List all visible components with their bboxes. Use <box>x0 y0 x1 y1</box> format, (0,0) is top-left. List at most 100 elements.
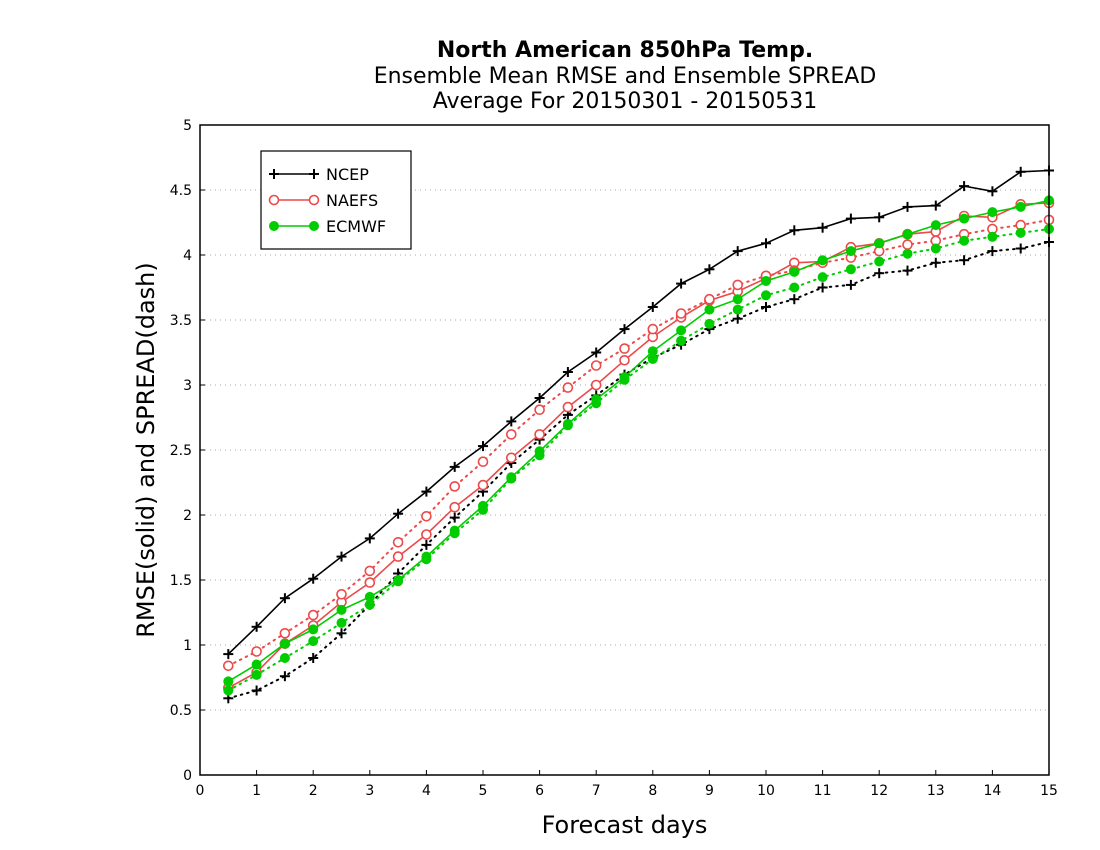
point-ncep-rmse-17 <box>704 264 715 275</box>
point-naefs-spread-12 <box>562 382 574 393</box>
point-ncep-rmse-24 <box>902 201 913 212</box>
point-ncep-rmse-22 <box>845 213 856 224</box>
series-line-naefs-rmse <box>227 202 1050 689</box>
series-ecmwf-rmse <box>223 195 1054 687</box>
point-ncep-rmse-11 <box>534 393 545 403</box>
point-ncep-rmse-21 <box>817 222 828 233</box>
point-ncep-rmse-0 <box>223 649 234 660</box>
x-tick-label-11: 11 <box>814 783 832 799</box>
point-ecmwf-spread-5 <box>364 599 375 610</box>
point-ecmwf-spread-17 <box>704 318 715 329</box>
point-ecmwf-spread-27 <box>987 231 998 242</box>
point-ecmwf-spread-12 <box>562 420 573 431</box>
series-naefs-spread <box>223 214 1055 672</box>
x-tick-label-14: 14 <box>983 783 1001 799</box>
point-ecmwf-spread-6 <box>393 576 404 587</box>
point-ncep-spread-19 <box>761 302 771 312</box>
point-ncep-rmse-10 <box>506 416 517 427</box>
point-ecmwf-spread-18 <box>732 304 743 315</box>
point-ncep-rmse-19 <box>761 238 771 249</box>
x-tick-label-7: 7 <box>592 783 601 799</box>
x-tick-label-2: 2 <box>309 783 318 799</box>
point-ecmwf-rmse-26 <box>959 213 970 224</box>
point-naefs-rmse-9 <box>477 479 489 491</box>
legend-label-ecmwf: ECMWF <box>326 217 386 236</box>
point-ecmwf-spread-21 <box>817 272 828 283</box>
point-ecmwf-rmse-25 <box>930 220 941 231</box>
point-naefs-rmse-10 <box>505 452 517 464</box>
legend: NCEP NAEFS ECMWF <box>260 150 412 250</box>
point-ecmwf-spread-26 <box>959 235 970 246</box>
point-ncep-rmse-8 <box>449 461 460 472</box>
point-naefs-spread-2 <box>279 627 291 639</box>
point-ncep-spread-26 <box>959 255 970 266</box>
series-line-naefs-spread <box>227 218 1050 667</box>
x-tick-label-8: 8 <box>648 783 657 799</box>
y-axis-label: RMSE(solid) and SPREAD(dash) <box>132 262 160 638</box>
point-ecmwf-rmse-17 <box>704 304 715 315</box>
point-ecmwf-spread-25 <box>930 243 941 254</box>
point-ncep-rmse-14 <box>619 324 630 335</box>
point-ncep-spread-22 <box>845 279 856 290</box>
point-ecmwf-rmse-16 <box>676 325 687 336</box>
point-ecmwf-spread-16 <box>676 335 687 346</box>
point-ecmwf-spread-23 <box>874 256 885 267</box>
point-ecmwf-rmse-23 <box>874 238 885 249</box>
point-ecmwf-rmse-0 <box>223 676 234 687</box>
y-tick-label-3: 1.5 <box>170 573 192 589</box>
point-ncep-rmse-6 <box>393 508 404 519</box>
point-ecmwf-rmse-27 <box>987 207 998 218</box>
point-ncep-rmse-15 <box>647 302 658 312</box>
point-ecmwf-spread-20 <box>789 282 800 293</box>
x-tick-label-15: 15 <box>1040 783 1058 799</box>
point-ecmwf-spread-24 <box>902 248 913 259</box>
point-ncep-spread-2 <box>279 671 290 682</box>
point-ecmwf-rmse-22 <box>845 246 856 257</box>
point-ecmwf-spread-10 <box>506 473 517 484</box>
point-naefs-spread-4 <box>336 588 347 600</box>
point-naefs-rmse-11 <box>534 429 545 440</box>
chart-title-line-2: Ensemble Mean RMSE and Ensemble SPREAD <box>373 64 877 89</box>
point-naefs-rmse-5 <box>364 577 376 588</box>
point-ecmwf-spread-2 <box>279 653 290 663</box>
point-ncep-rmse-12 <box>562 367 573 377</box>
point-ncep-rmse-3 <box>308 573 319 584</box>
x-tick-label-10: 10 <box>757 783 775 799</box>
point-ecmwf-rmse-3 <box>308 624 319 635</box>
series-line-ecmwf-spread <box>227 228 1050 692</box>
point-naefs-rmse-6 <box>392 551 404 562</box>
y-tick-label-4: 2 <box>183 508 192 524</box>
point-naefs-spread-14 <box>619 343 630 354</box>
x-tick-label-4: 4 <box>422 783 431 799</box>
y-tick-label-2: 1 <box>183 638 192 654</box>
point-ecmwf-rmse-24 <box>902 229 913 240</box>
point-ncep-spread-25 <box>930 257 941 268</box>
x-tick-label-9: 9 <box>705 783 714 799</box>
point-ncep-rmse-16 <box>676 278 687 289</box>
point-ecmwf-spread-11 <box>534 450 545 461</box>
legend-marker-end-naefs <box>308 194 320 206</box>
point-ncep-rmse-1 <box>251 621 262 632</box>
point-ecmwf-spread-15 <box>647 354 658 364</box>
point-ecmwf-spread-9 <box>478 504 488 515</box>
legend-marker-end-ecmwf <box>309 221 319 231</box>
point-naefs-rmse-7 <box>421 529 432 540</box>
point-naefs-spread-17 <box>704 293 715 305</box>
point-ncep-rmse-9 <box>478 441 488 452</box>
point-naefs-spread-6 <box>392 536 404 548</box>
point-naefs-spread-11 <box>534 404 545 416</box>
point-naefs-rmse-14 <box>619 354 630 366</box>
point-ecmwf-rmse-2 <box>279 638 290 649</box>
series-naefs-rmse <box>223 197 1055 694</box>
x-tick-label-0: 0 <box>196 783 205 799</box>
legend-label-ncep: NCEP <box>326 165 369 184</box>
point-naefs-spread-18 <box>732 279 744 291</box>
point-ecmwf-spread-7 <box>421 554 432 565</box>
series-ncep-spread <box>223 237 1054 704</box>
point-naefs-spread-8 <box>449 481 461 492</box>
legend-marker-start-ncep <box>269 169 279 179</box>
point-ncep-spread-18 <box>732 313 743 324</box>
point-ncep-spread-27 <box>987 246 998 257</box>
point-naefs-rmse-12 <box>562 401 574 413</box>
